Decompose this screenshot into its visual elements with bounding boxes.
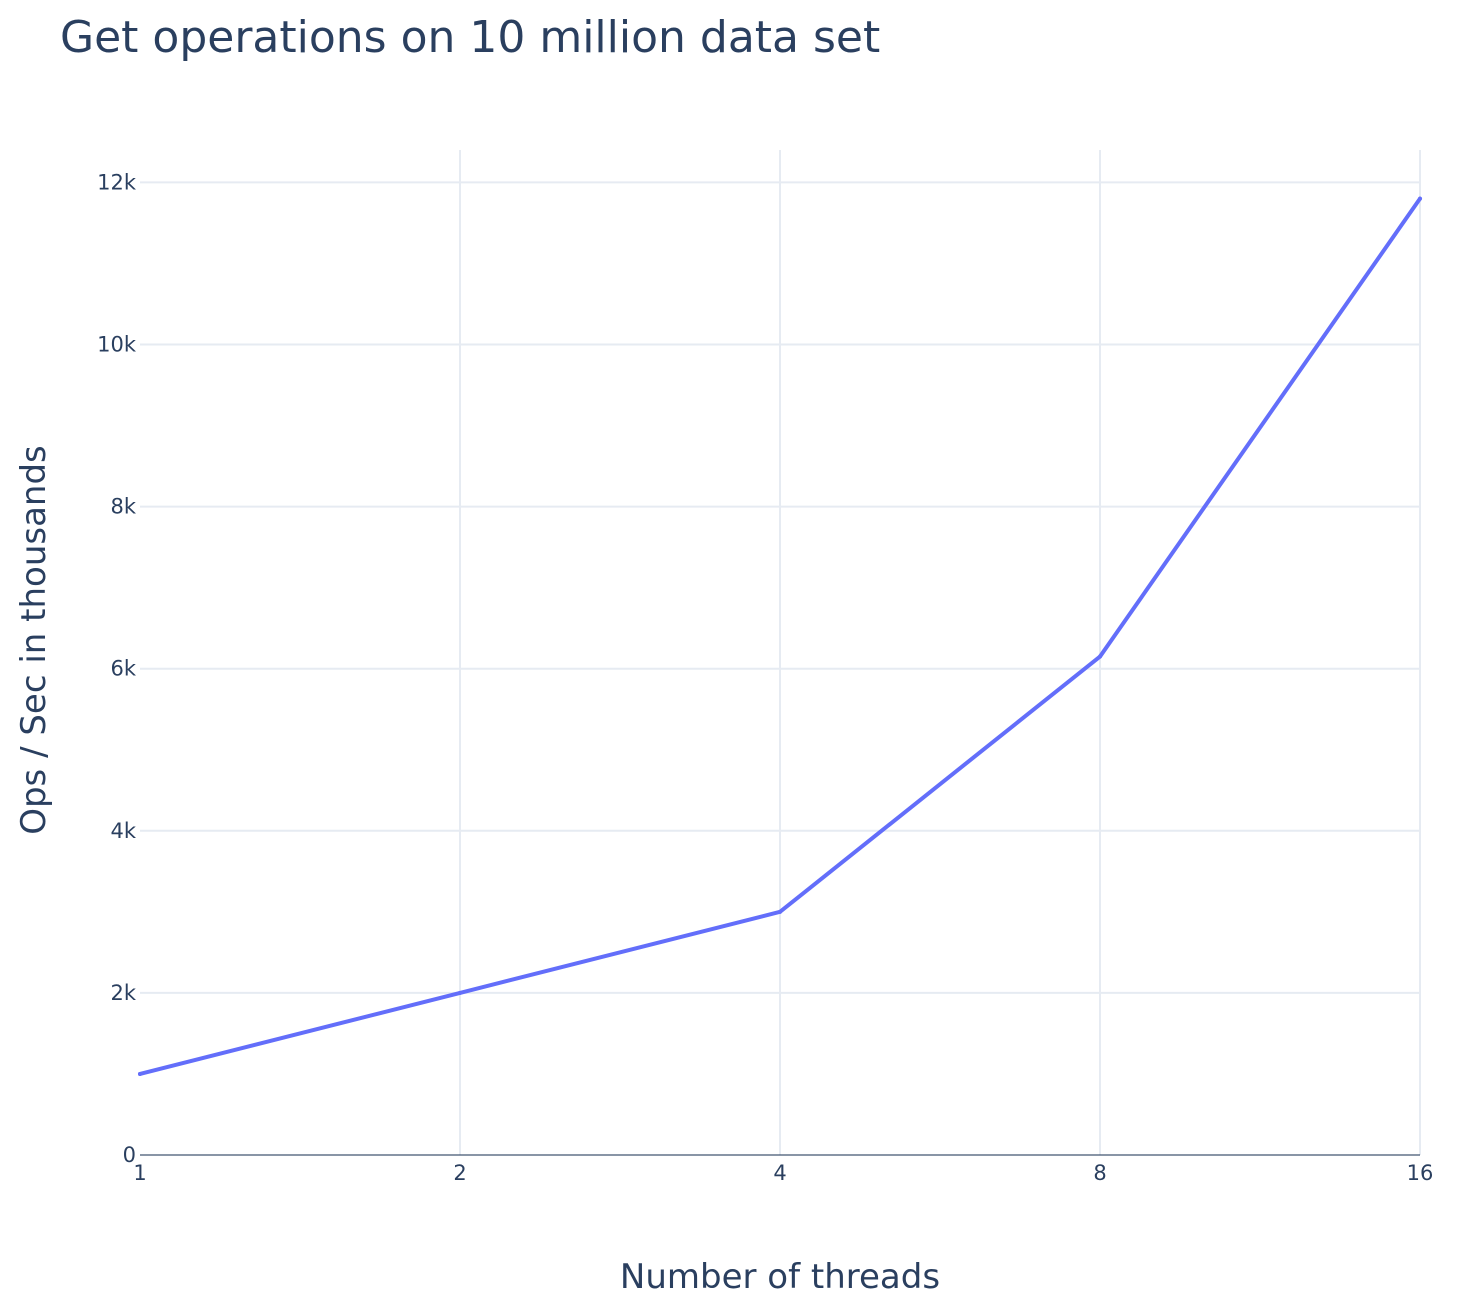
y-tick-label: 4k: [110, 819, 136, 843]
axes: 0 2k 4k 6k 8k 10k 12k 1 2 4 8 16: [97, 170, 1433, 1185]
y-tick-label: 6k: [110, 657, 136, 681]
grid: [140, 150, 1421, 1155]
y-tick-label: 12k: [97, 170, 137, 194]
data-point: [778, 909, 782, 914]
x-tick-label: 2: [453, 1161, 466, 1185]
y-axis-title: Ops / Sec in thousands: [14, 445, 54, 835]
data-point: [458, 990, 462, 995]
y-tick-label: 0: [123, 1143, 136, 1167]
y-tick-label: 10k: [97, 333, 137, 357]
chart-title: Get operations on 10 million data set: [60, 12, 880, 63]
x-axis-title: Number of threads: [620, 1257, 940, 1297]
y-tick-label: 8k: [110, 495, 136, 519]
x-tick-label: 16: [1407, 1161, 1434, 1185]
data-point: [138, 1071, 142, 1076]
x-tick-label: 1: [133, 1161, 146, 1185]
x-tick-label: 4: [773, 1161, 786, 1185]
data-point: [1418, 196, 1422, 201]
y-tick-label: 2k: [110, 981, 136, 1005]
data-point: [1098, 654, 1102, 659]
series-layer: [138, 196, 1422, 1076]
x-tick-label: 8: [1093, 1161, 1106, 1185]
